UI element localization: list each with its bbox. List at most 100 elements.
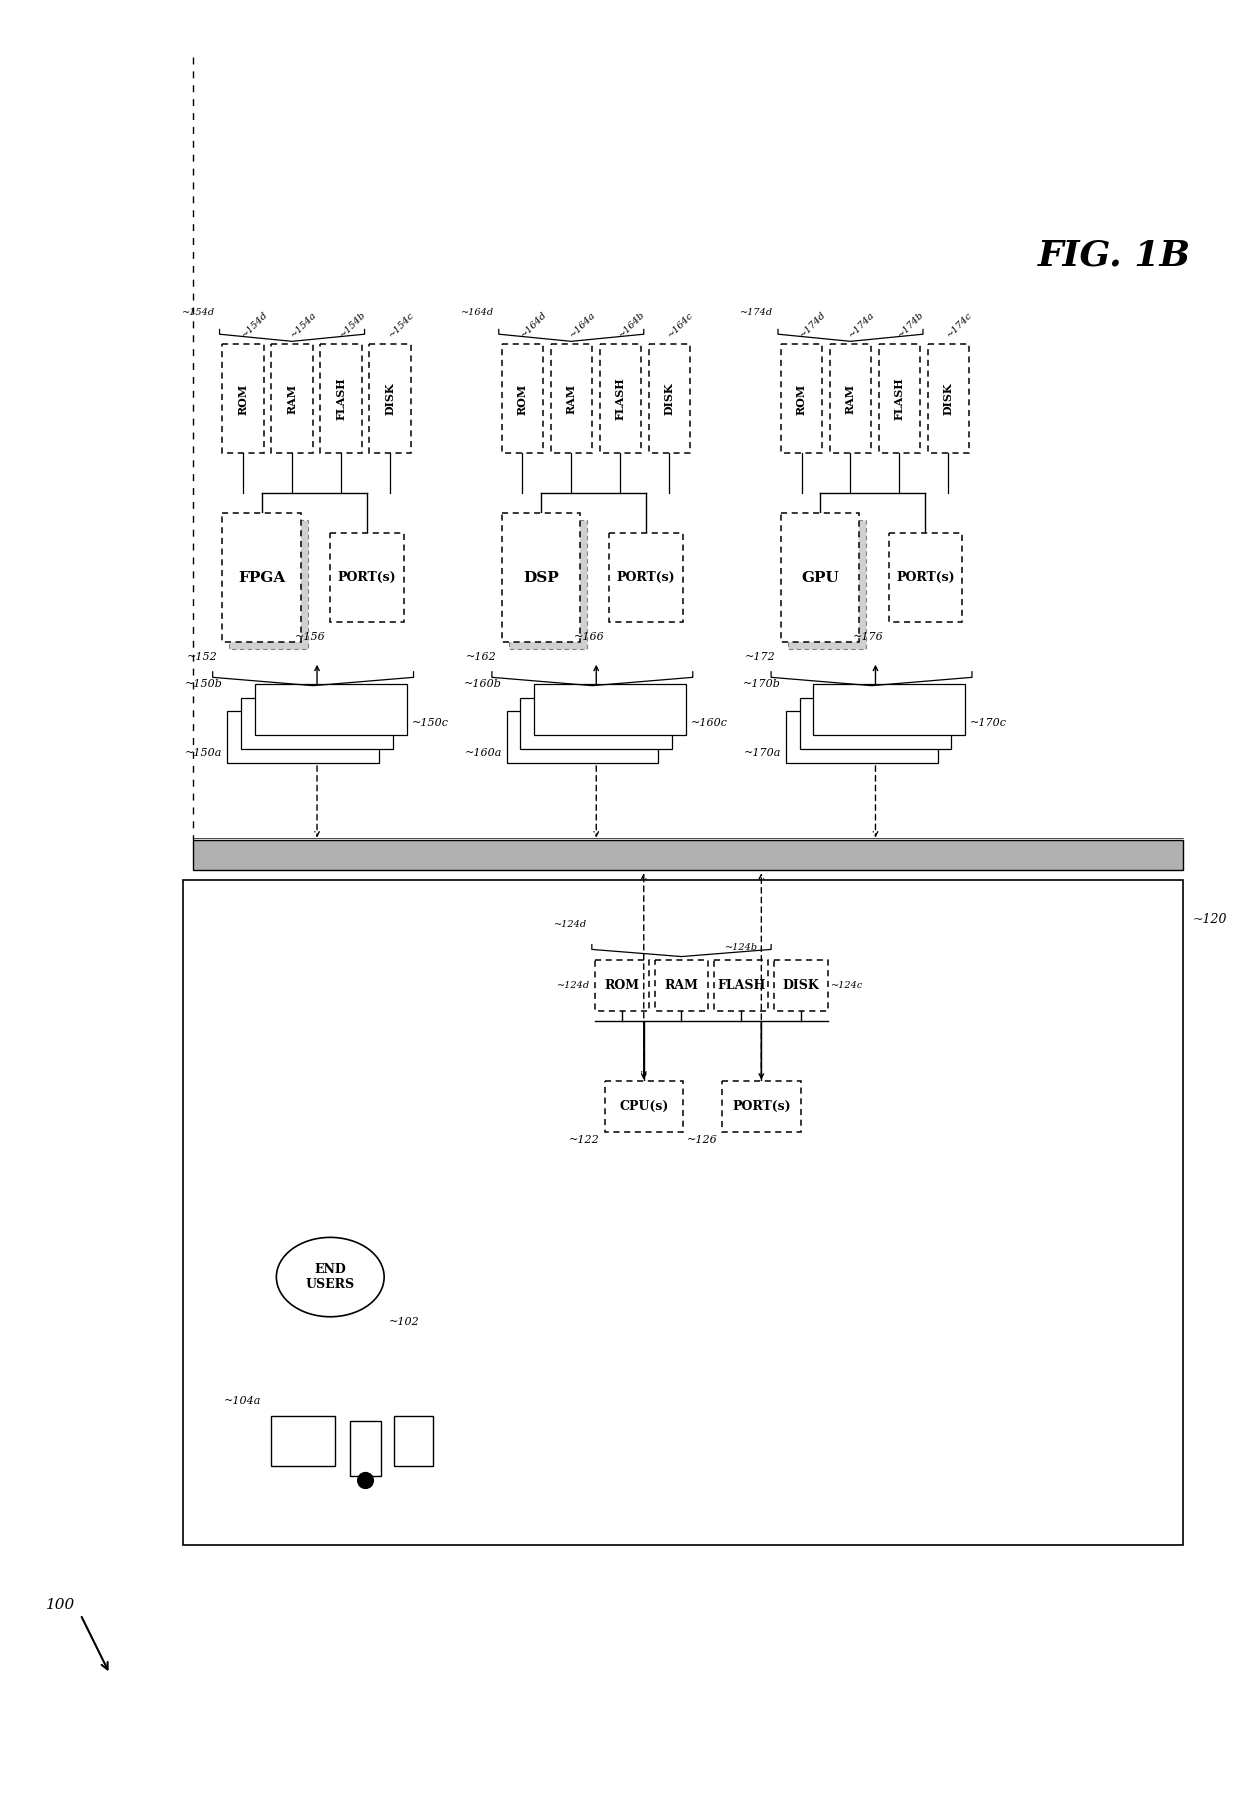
Text: ~164d: ~164d <box>518 310 548 339</box>
Text: ~152: ~152 <box>187 652 217 663</box>
FancyBboxPatch shape <box>781 513 859 641</box>
Text: RAM: RAM <box>565 384 577 414</box>
Text: ~156: ~156 <box>295 632 325 641</box>
Text: ~174d: ~174d <box>740 308 773 317</box>
Text: ~174c: ~174c <box>945 310 975 339</box>
Text: ~154b: ~154b <box>337 310 367 339</box>
Text: FLASH: FLASH <box>717 978 765 992</box>
Text: RAM: RAM <box>286 384 298 414</box>
Text: ~164c: ~164c <box>666 310 696 339</box>
Circle shape <box>357 1473 373 1488</box>
FancyBboxPatch shape <box>595 960 649 1010</box>
FancyBboxPatch shape <box>786 711 937 764</box>
Text: FLASH: FLASH <box>615 378 626 420</box>
Text: ROM: ROM <box>796 384 807 414</box>
Text: ~164a: ~164a <box>568 310 598 339</box>
FancyBboxPatch shape <box>222 344 264 454</box>
Text: ~124c: ~124c <box>831 982 863 991</box>
Text: GPU: GPU <box>801 571 839 585</box>
FancyBboxPatch shape <box>394 1416 433 1466</box>
FancyBboxPatch shape <box>534 684 686 735</box>
Text: ~176: ~176 <box>853 632 884 641</box>
FancyBboxPatch shape <box>800 697 951 749</box>
Text: ~104a: ~104a <box>224 1396 262 1407</box>
Text: ~164d: ~164d <box>461 308 494 317</box>
FancyBboxPatch shape <box>774 960 828 1010</box>
FancyBboxPatch shape <box>330 533 404 621</box>
FancyBboxPatch shape <box>272 1416 335 1466</box>
FancyBboxPatch shape <box>272 344 312 454</box>
Text: CPU(s): CPU(s) <box>619 1100 668 1113</box>
Text: ~102: ~102 <box>389 1317 420 1327</box>
FancyBboxPatch shape <box>714 960 769 1010</box>
FancyBboxPatch shape <box>830 344 870 454</box>
Text: ROM: ROM <box>604 978 640 992</box>
FancyBboxPatch shape <box>879 344 920 454</box>
FancyBboxPatch shape <box>502 344 543 454</box>
Text: ~170a: ~170a <box>744 747 781 758</box>
Text: 100: 100 <box>46 1597 76 1612</box>
FancyBboxPatch shape <box>649 344 689 454</box>
Text: ~124d: ~124d <box>557 982 590 991</box>
FancyBboxPatch shape <box>781 344 822 454</box>
Text: DISK: DISK <box>782 978 820 992</box>
Text: RAM: RAM <box>844 384 856 414</box>
FancyBboxPatch shape <box>508 520 587 648</box>
Text: ~150b: ~150b <box>185 679 222 688</box>
FancyBboxPatch shape <box>722 1081 801 1133</box>
Text: DISK: DISK <box>942 382 954 416</box>
Text: ~120: ~120 <box>1193 913 1226 926</box>
Text: FLASH: FLASH <box>894 378 905 420</box>
Text: ~160a: ~160a <box>464 747 502 758</box>
Text: FPGA: FPGA <box>238 571 285 585</box>
Text: ~154d: ~154d <box>239 310 269 339</box>
Text: ~174b: ~174b <box>897 310 926 339</box>
FancyBboxPatch shape <box>241 697 393 749</box>
FancyBboxPatch shape <box>320 344 362 454</box>
Text: PORT(s): PORT(s) <box>618 571 676 584</box>
Text: ~154d: ~154d <box>181 308 215 317</box>
Text: ~162: ~162 <box>466 652 497 663</box>
Text: ~154a: ~154a <box>289 310 319 339</box>
Text: ~172: ~172 <box>745 652 776 663</box>
FancyBboxPatch shape <box>502 513 580 641</box>
Ellipse shape <box>277 1237 384 1317</box>
FancyBboxPatch shape <box>229 520 308 648</box>
FancyBboxPatch shape <box>521 697 672 749</box>
Text: ~166: ~166 <box>574 632 605 641</box>
Text: DISK: DISK <box>663 382 675 416</box>
Text: PORT(s): PORT(s) <box>337 571 397 584</box>
Text: RAM: RAM <box>665 978 698 992</box>
Text: FIG. 1B: FIG. 1B <box>1038 238 1190 272</box>
Text: ROM: ROM <box>517 384 528 414</box>
FancyBboxPatch shape <box>605 1081 683 1133</box>
FancyBboxPatch shape <box>370 344 410 454</box>
FancyBboxPatch shape <box>507 711 658 764</box>
Text: FLASH: FLASH <box>336 378 346 420</box>
FancyBboxPatch shape <box>787 520 867 648</box>
Text: ~122: ~122 <box>569 1135 600 1145</box>
Text: PORT(s): PORT(s) <box>897 571 955 584</box>
Text: ~160c: ~160c <box>691 719 728 728</box>
Text: ~164b: ~164b <box>616 310 646 339</box>
Text: DSP: DSP <box>523 571 559 585</box>
FancyBboxPatch shape <box>193 841 1183 870</box>
FancyBboxPatch shape <box>600 344 641 454</box>
Text: DISK: DISK <box>384 382 396 416</box>
Text: ~126: ~126 <box>687 1135 717 1145</box>
Text: ~154c: ~154c <box>387 310 415 339</box>
FancyBboxPatch shape <box>551 344 591 454</box>
FancyBboxPatch shape <box>227 711 379 764</box>
FancyBboxPatch shape <box>350 1421 381 1475</box>
FancyBboxPatch shape <box>254 684 407 735</box>
Text: ~160b: ~160b <box>464 679 502 688</box>
Text: ~174d: ~174d <box>799 310 828 339</box>
FancyBboxPatch shape <box>813 684 965 735</box>
FancyBboxPatch shape <box>928 344 968 454</box>
FancyBboxPatch shape <box>889 533 962 621</box>
Text: PORT(s): PORT(s) <box>732 1100 791 1113</box>
FancyBboxPatch shape <box>222 513 301 641</box>
Text: ROM: ROM <box>238 384 248 414</box>
Text: ~124b: ~124b <box>724 942 758 951</box>
Text: ~150c: ~150c <box>412 719 449 728</box>
